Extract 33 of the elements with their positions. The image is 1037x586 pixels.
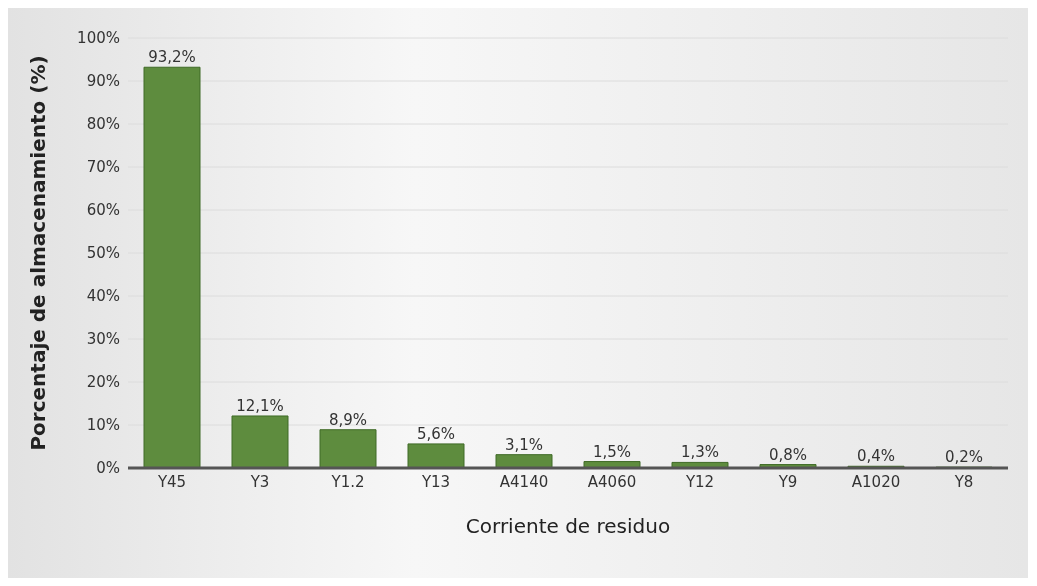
y-tick-label: 30% — [86, 330, 120, 349]
data-label: 5,6% — [416, 424, 456, 443]
y-tick-label: 90% — [86, 72, 120, 91]
x-tick-label: Y12 — [684, 472, 715, 491]
x-tick-label: Y45 — [156, 472, 187, 491]
data-label: 0,4% — [856, 447, 896, 466]
data-label: 0,8% — [768, 445, 808, 464]
y-tick-label: 100% — [77, 29, 120, 48]
y-tick-label: 80% — [86, 115, 120, 134]
data-label: 1,5% — [592, 442, 632, 461]
data-label: 1,3% — [680, 443, 720, 462]
x-tick-label: Y9 — [777, 472, 798, 491]
y-tick-label: 20% — [86, 373, 120, 392]
x-tick-label: A1020 — [851, 472, 901, 491]
data-label: 0,2% — [944, 448, 984, 467]
y-tick-label: 60% — [86, 201, 120, 220]
data-label: 3,1% — [504, 435, 544, 454]
x-tick-label: A4140 — [499, 472, 549, 491]
data-label: 8,9% — [328, 410, 368, 429]
x-tick-label: Y3 — [249, 472, 270, 491]
x-tick-label: A4060 — [587, 472, 637, 491]
y-tick-label: 0% — [96, 459, 120, 478]
x-tick-label: Y1.2 — [330, 472, 365, 491]
y-axis-title: Porcentaje de almacenamiento (%) — [26, 55, 51, 451]
x-tick-label: Y13 — [420, 472, 451, 491]
data-label: 12,1% — [236, 396, 284, 415]
y-tick-label: 40% — [86, 287, 120, 306]
y-tick-label: 10% — [86, 416, 120, 435]
x-tick-label: Y8 — [953, 472, 974, 491]
data-label: 93,2% — [148, 48, 196, 67]
x-axis-title: Corriente de residuo — [465, 514, 671, 538]
y-tick-label: 50% — [86, 244, 120, 263]
y-tick-label: 70% — [86, 158, 120, 177]
